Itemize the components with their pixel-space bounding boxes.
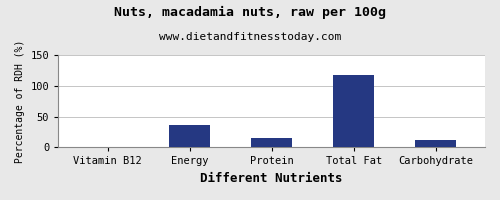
Bar — [333, 75, 374, 147]
Y-axis label: Percentage of RDH (%): Percentage of RDH (%) — [15, 40, 25, 163]
Text: Nuts, macadamia nuts, raw per 100g: Nuts, macadamia nuts, raw per 100g — [114, 6, 386, 19]
X-axis label: Different Nutrients: Different Nutrients — [200, 172, 343, 185]
Bar — [169, 125, 210, 147]
Bar — [251, 138, 292, 147]
Bar — [416, 140, 457, 147]
Text: www.dietandfitnesstoday.com: www.dietandfitnesstoday.com — [159, 32, 341, 42]
